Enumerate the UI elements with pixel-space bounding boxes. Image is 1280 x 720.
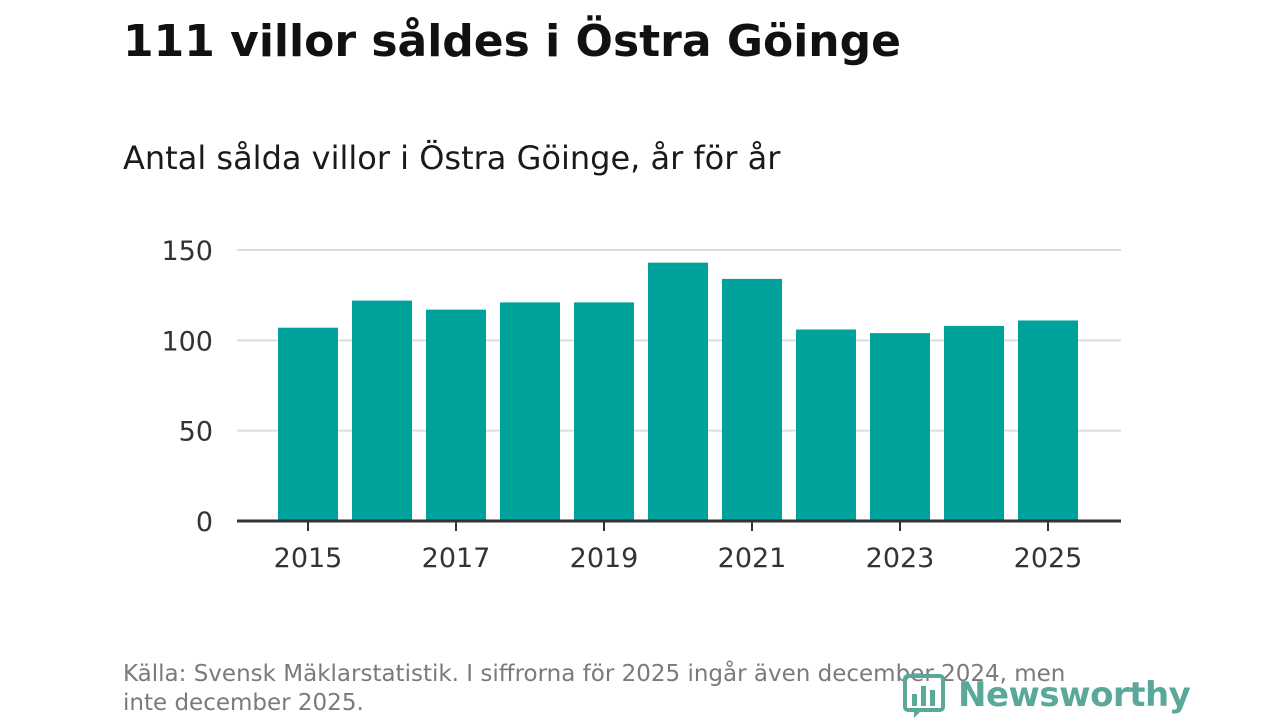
chart-subtitle: Antal sålda villor i Östra Göinge, år fö…	[123, 139, 781, 177]
bar-2019	[574, 302, 634, 521]
bar-2015	[278, 327, 338, 521]
bar-2025	[1018, 320, 1078, 521]
source-note: Källa: Svensk Mäklarstatistik. I siffror…	[123, 661, 1066, 716]
bar-2022	[796, 329, 856, 521]
bar-2021	[722, 278, 782, 521]
x-tick-label: 2023	[866, 543, 935, 574]
bar-2016	[352, 300, 412, 521]
bar-2023	[870, 333, 930, 521]
y-tick-labels: 0 50 100 150	[161, 236, 213, 538]
x-axis	[237, 519, 1121, 531]
bar-2018	[500, 302, 560, 521]
bar-2020	[648, 262, 708, 521]
x-tick-label: 2021	[718, 543, 787, 574]
bar-2017	[426, 309, 486, 521]
y-tick-label: 100	[161, 326, 213, 357]
newsworthy-logo: Newsworthy	[902, 670, 1191, 720]
newsworthy-logo-icon	[903, 674, 945, 718]
bars	[278, 262, 1078, 521]
chart-title: 111 villor såldes i Östra Göinge	[123, 16, 901, 67]
y-tick-label: 0	[196, 507, 213, 538]
x-tick-label: 2019	[570, 543, 639, 574]
bar-2024	[944, 325, 1004, 521]
brand-name: Newsworthy	[958, 675, 1191, 715]
x-tick-label: 2017	[422, 543, 491, 574]
x-tick-label: 2025	[1014, 543, 1083, 574]
x-tick-label: 2015	[274, 543, 343, 574]
y-tick-label: 150	[161, 236, 213, 267]
x-tick-labels: 2015 2017 2019 2021 2023 2025	[274, 543, 1083, 574]
y-tick-label: 50	[179, 417, 213, 448]
